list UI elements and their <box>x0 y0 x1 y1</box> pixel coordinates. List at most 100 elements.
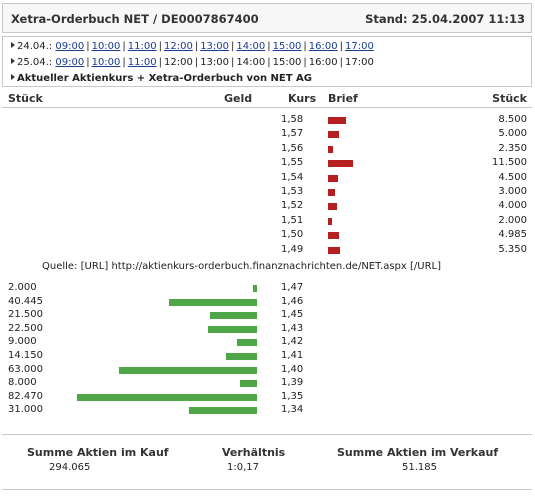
bid-quantity: 14.150 <box>8 350 43 361</box>
time-link-1300: 13:00 <box>200 57 230 68</box>
nav-separator: | <box>86 57 90 68</box>
bid-quantity: 21.500 <box>8 309 43 321</box>
current-price-link[interactable]: Aktueller Aktienkurs + Xetra-Orderbuch v… <box>17 73 312 84</box>
verhaeltnis-label: Verhältnis <box>222 446 286 459</box>
ask-quantity: 5.350 <box>498 243 527 255</box>
bid-volume-bar <box>208 325 257 333</box>
ask-volume-bar <box>328 189 335 196</box>
bid-price: 1,42 <box>281 336 304 348</box>
time-link-1700: 17:00 <box>345 57 374 68</box>
nav-separator: | <box>158 57 162 68</box>
bid-quantity: 63.000 <box>8 363 43 375</box>
ask-quantity: 11.500 <box>492 157 527 169</box>
time-link-1500[interactable]: 15:00 <box>272 41 302 52</box>
ask-quantity: 4.500 <box>498 171 527 183</box>
nav-separator: | <box>231 57 235 68</box>
bid-volume-bar <box>189 407 257 415</box>
bid-quantity: 22.500 <box>8 322 43 334</box>
ask-quantity: 5.000 <box>498 128 527 140</box>
nav-separator: | <box>303 57 307 68</box>
summary-bottom-divider <box>2 489 532 490</box>
sum-verkauf-label: Summe Aktien im Verkauf <box>337 446 499 459</box>
stand-timestamp: Stand: 25.04.2007 11:13 <box>365 12 525 26</box>
time-link-1000[interactable]: 10:00 <box>91 41 121 52</box>
ask-volume-bar <box>328 145 333 153</box>
sum-kauf-value: 294.065 <box>49 462 91 473</box>
ask-price: 1,50 <box>281 229 304 241</box>
arrow-right-icon <box>11 74 15 80</box>
bid-volume-bar <box>237 339 257 347</box>
bid-price: 1,40 <box>281 363 304 375</box>
nav-separator: | <box>86 41 90 52</box>
bid-price: 1,46 <box>281 295 304 307</box>
ask-volume-bar <box>328 217 332 225</box>
time-link-1300[interactable]: 13:00 <box>200 41 230 52</box>
ask-quantity: 4.000 <box>498 200 527 212</box>
bid-volume-bar <box>240 380 257 388</box>
ask-price: 1,53 <box>281 186 304 197</box>
time-link-1700[interactable]: 17:00 <box>345 41 374 52</box>
bid-price: 1,39 <box>281 377 304 389</box>
time-link-1100[interactable]: 11:00 <box>127 57 157 68</box>
column-stueck-left: Stück <box>8 92 43 105</box>
bid-price: 1,41 <box>281 350 304 361</box>
nav-separator: | <box>122 41 126 52</box>
time-link-1600[interactable]: 16:00 <box>308 41 338 52</box>
ask-price: 1,55 <box>281 157 304 169</box>
bid-price: 1,35 <box>281 390 304 402</box>
ask-price: 1,52 <box>281 200 304 212</box>
ask-quantity: 3.000 <box>498 186 527 197</box>
ask-quantity: 2.000 <box>498 214 527 226</box>
arrow-right-icon <box>11 58 15 64</box>
nav-row-25-04: 25.04.: 09:00 | 10:00 | 11:00 | 12:00 | 13:00 | 14… <box>11 56 374 70</box>
time-link-1200[interactable]: 12:00 <box>163 41 193 52</box>
bid-price: 1,45 <box>281 309 304 321</box>
sum-kauf-label: Summe Aktien im Kauf <box>27 446 169 459</box>
verhaeltnis-value: 1:0,17 <box>227 462 259 473</box>
bid-quantity: 9.000 <box>8 336 37 348</box>
ask-price: 1,57 <box>281 128 304 140</box>
bid-volume-bar <box>210 312 257 320</box>
nav-date: 24.04.: <box>17 41 53 52</box>
nav-separator: | <box>158 41 162 52</box>
column-geld: Geld <box>224 92 253 105</box>
bid-quantity: 2.000 <box>8 282 37 293</box>
ask-quantity: 2.350 <box>498 142 527 154</box>
bid-volume-bar <box>77 393 257 401</box>
time-link-1500: 15:00 <box>272 57 302 68</box>
ask-volume-bar <box>328 117 346 124</box>
bid-volume-bar <box>119 366 257 374</box>
ask-price: 1,54 <box>281 171 304 183</box>
nav-separator: | <box>194 41 199 52</box>
ask-volume-bar <box>328 203 337 211</box>
nav-separator: | <box>267 57 271 68</box>
bid-quantity: 31.000 <box>8 404 43 416</box>
nav-separator: | <box>194 57 199 68</box>
time-link-1600: 16:00 <box>308 57 338 68</box>
nav-separator: | <box>122 57 126 68</box>
nav-separator: | <box>231 41 235 52</box>
ask-volume-bar <box>328 131 339 139</box>
bid-volume-bar <box>169 298 257 306</box>
nav-separator: | <box>339 57 343 68</box>
time-link-1000[interactable]: 10:00 <box>91 57 121 68</box>
nav-separator: | <box>303 41 307 52</box>
time-navigation: 24.04.: 09:00 | 10:00 | 11:00 | 12:00 | 13:00 | 14… <box>2 36 532 87</box>
ask-volume-bar <box>328 232 339 240</box>
time-link-0900[interactable]: 09:00 <box>55 57 85 68</box>
ask-quantity: 8.500 <box>498 114 527 125</box>
column-brief: Brief <box>328 92 358 105</box>
title-bar: Xetra-Orderbuch NET / DE0007867400 Stand… <box>2 3 532 33</box>
nav-row-24-04: 24.04.: 09:00 | 10:00 | 11:00 | 12:00 | 13:00 | 14… <box>11 40 374 54</box>
time-link-1100[interactable]: 11:00 <box>127 41 157 52</box>
time-link-1400[interactable]: 14:00 <box>236 41 266 52</box>
time-link-0900[interactable]: 09:00 <box>55 41 85 52</box>
nav-row-current-price[interactable]: Aktueller Aktienkurs + Xetra-Orderbuch v… <box>11 72 312 86</box>
ask-price: 1,58 <box>281 114 304 125</box>
bid-price: 1,43 <box>281 322 304 334</box>
ask-volume-bar <box>328 160 353 168</box>
bid-volume-bar <box>253 285 257 292</box>
page-title: Xetra-Orderbuch NET / DE0007867400 <box>11 12 259 26</box>
nav-separator: | <box>267 41 271 52</box>
